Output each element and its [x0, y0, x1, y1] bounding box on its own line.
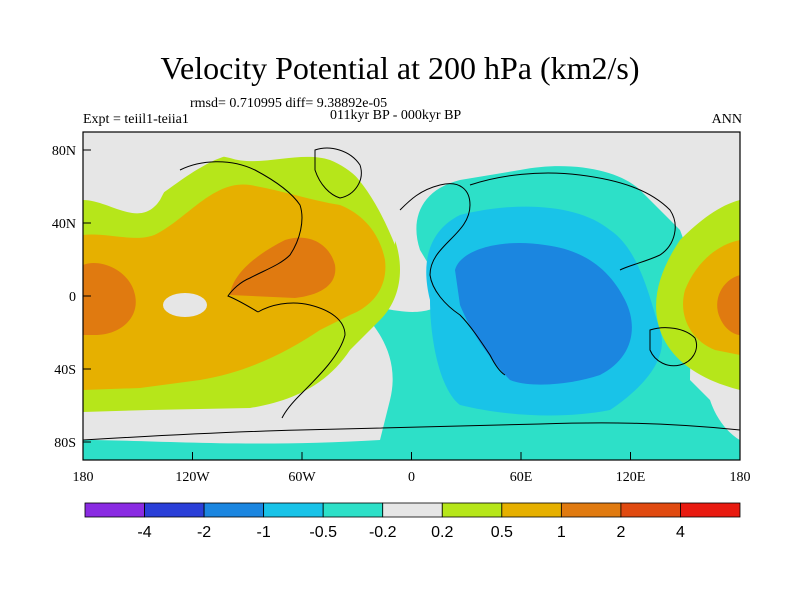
colorbar-swatch — [620, 502, 681, 518]
colorbar-label: 1 — [557, 524, 566, 541]
coast-antarctica — [83, 422, 740, 441]
y-tick-label: 40S — [54, 363, 76, 378]
period-line: 011kyr BP - 000kyr BP — [330, 108, 462, 123]
coast-north-america — [179, 161, 303, 313]
contour-blue — [455, 242, 632, 385]
colorbar-label: 0.5 — [491, 524, 513, 541]
axis-ticks — [82, 149, 741, 460]
colorbar-swatch — [84, 502, 145, 518]
y-tick-label: 80S — [54, 436, 76, 451]
colorbar-swatch — [501, 502, 562, 518]
contour-gray-nw — [83, 132, 300, 198]
experiment-label: Expt = teiil1-teiia1 — [83, 112, 189, 127]
coast-greenland — [314, 147, 362, 199]
season-label: ANN — [711, 112, 742, 127]
contour-gray-hole — [163, 293, 207, 317]
contour-orange-central — [230, 237, 336, 298]
colorbar-swatch — [441, 502, 503, 518]
colorbar-swatch — [144, 502, 205, 518]
contour-gray-north — [330, 132, 740, 245]
colorbar-swatch — [203, 502, 265, 518]
colorbar-swatch — [560, 502, 622, 518]
colorbar: -4 -2 -1 -0.5 -0.2 0.2 0.5 1 2 4 — [84, 502, 741, 541]
colorbar-swatch — [322, 502, 384, 518]
colorbar-label: 2 — [616, 524, 625, 541]
y-tick-label: 80N — [52, 144, 76, 159]
stats-line: rmsd= 0.710995 diff= 9.38892e-05 — [190, 96, 388, 111]
colorbar-swatch — [382, 502, 443, 518]
y-tick-label: 0 — [69, 290, 76, 305]
colorbar-label: -0.2 — [369, 524, 397, 541]
coast-australia — [649, 327, 697, 367]
coast-asia — [469, 172, 676, 271]
x-tick-label: 180 — [73, 470, 94, 485]
x-tick-label: 180 — [730, 470, 751, 485]
coast-europe-africa — [399, 183, 506, 376]
y-tick-label: 40N — [52, 217, 76, 232]
x-tick-label: 0 — [408, 470, 415, 485]
x-tick-label: 60W — [288, 470, 316, 485]
coast-south-america — [257, 302, 346, 419]
map-title: Velocity Potential at 200 hPa (km2/s) — [160, 50, 640, 86]
coastlines — [83, 147, 740, 441]
x-tick-label: 60E — [510, 470, 533, 485]
contour-orange-west — [83, 263, 136, 335]
colorbar-label: 4 — [676, 524, 685, 541]
colorbar-label: 0.2 — [431, 524, 453, 541]
colorbar-label: -4 — [137, 524, 151, 541]
colorbar-label: -1 — [257, 524, 271, 541]
colorbar-swatch — [263, 502, 324, 518]
colorbar-label: -0.5 — [309, 524, 337, 541]
colorbar-label: -2 — [197, 524, 211, 541]
contour-orange-east — [717, 275, 740, 335]
colorbar-swatch — [680, 502, 741, 518]
x-tick-label: 120E — [616, 470, 646, 485]
x-tick-label: 120W — [175, 470, 210, 485]
contour-field — [83, 132, 740, 460]
